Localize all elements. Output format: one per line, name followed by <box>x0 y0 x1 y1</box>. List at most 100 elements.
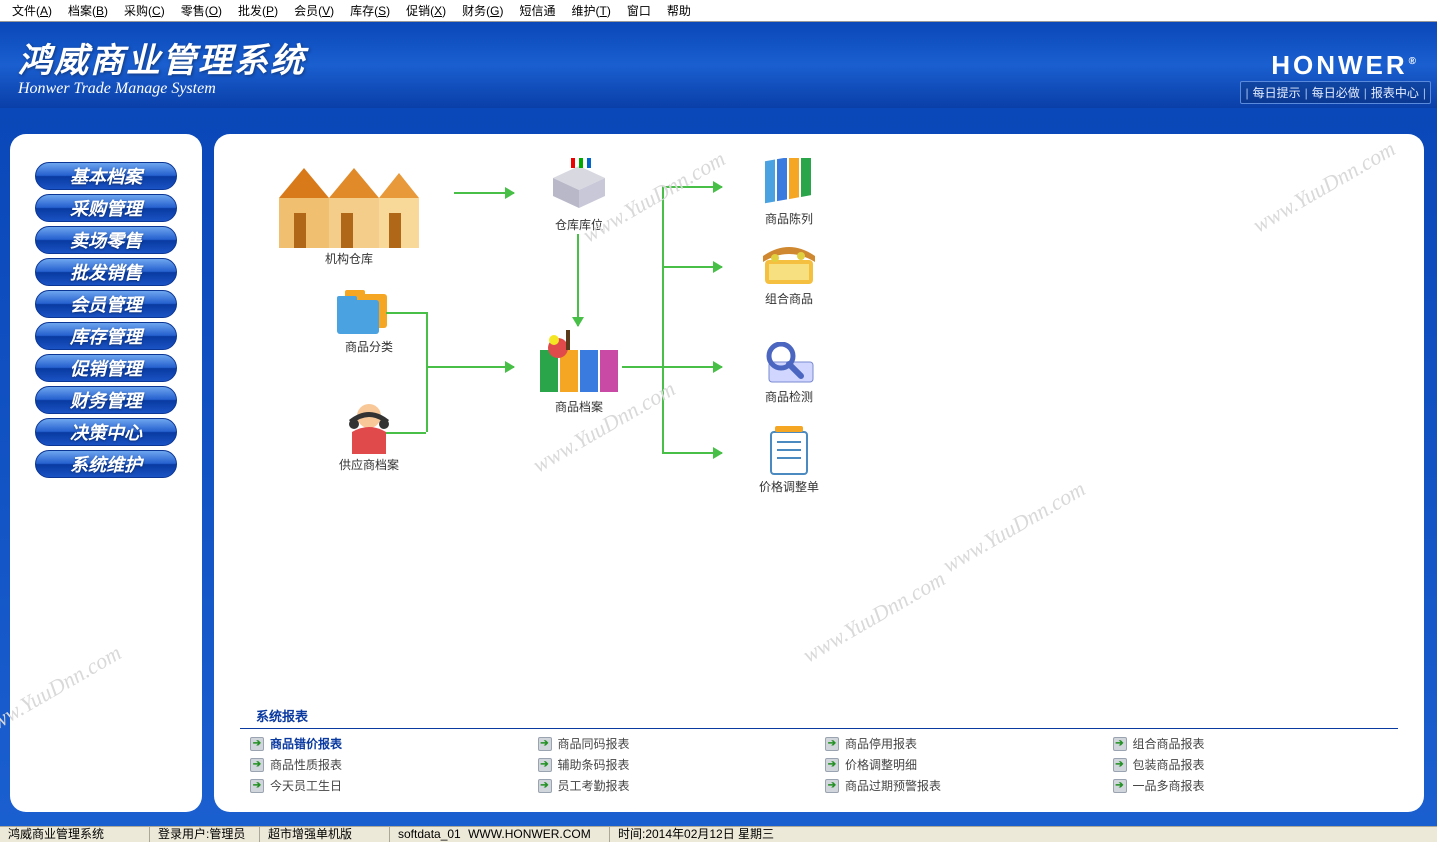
header-link-1[interactable]: 每日必做 <box>1308 82 1364 103</box>
report-item-10[interactable]: ➔商品过期预警报表 <box>825 777 1101 794</box>
arrow-icon: ➔ <box>538 779 552 793</box>
report-item-7[interactable]: ➔ 包装商品报表 <box>1113 756 1389 773</box>
sidebar-btn-6[interactable]: 促销管理 <box>35 354 177 382</box>
node-label: 商品检测 <box>765 388 813 405</box>
node-stockpos[interactable]: 仓库库位 <box>524 158 634 233</box>
arrow-icon: ➔ <box>250 758 264 772</box>
warehouse-icon <box>279 158 419 248</box>
node-category[interactable]: 商品分类 <box>314 286 424 355</box>
sidebar-btn-2[interactable]: 卖场零售 <box>35 226 177 254</box>
connector-line <box>386 432 426 434</box>
node-label: 组合商品 <box>765 290 813 307</box>
node-label: 商品档案 <box>555 398 603 415</box>
inspect-icon <box>761 342 817 386</box>
arrow-icon <box>662 452 722 454</box>
menu-档案[interactable]: 档案(B) <box>60 0 116 21</box>
menu-促销[interactable]: 促销(X) <box>398 0 454 21</box>
header-link-0[interactable]: 每日提示 <box>1249 82 1305 103</box>
status-site: WWW.HONWER.COM <box>468 827 591 841</box>
content-panel: 机构仓库 仓库库位商品分类商品档案 供应商档案 商品陈列组合商品商品检测价格调整单 系… <box>214 134 1424 812</box>
report-item-8[interactable]: ➔今天员工生日 <box>250 777 526 794</box>
report-item-5[interactable]: ➔辅助条码报表 <box>538 756 814 773</box>
report-label: 辅助条码报表 <box>558 756 630 773</box>
connector-line <box>386 312 426 314</box>
sidebar-btn-8[interactable]: 决策中心 <box>35 418 177 446</box>
menu-零售[interactable]: 零售(O) <box>173 0 230 21</box>
report-item-0[interactable]: ➔商品错价报表 <box>250 735 526 752</box>
report-label: 商品过期预警报表 <box>845 777 941 794</box>
menu-短信通[interactable]: 短信通 <box>511 0 563 21</box>
menu-库存[interactable]: 库存(S) <box>342 0 398 21</box>
status-time: 时间:2014年02月12日 星期三 <box>610 827 1437 842</box>
report-item-11[interactable]: ➔一品多商报表 <box>1113 777 1389 794</box>
separator: | <box>1423 86 1426 100</box>
menu-批发[interactable]: 批发(P) <box>230 0 286 21</box>
arrow-icon: ➔ <box>1113 758 1127 772</box>
report-label: 商品停用报表 <box>845 735 917 752</box>
node-supplier[interactable]: 供应商档案 <box>314 402 424 473</box>
brand-logo: HONWER® <box>1271 50 1419 80</box>
arrow-icon <box>454 192 514 194</box>
sidebar-btn-0[interactable]: 基本档案 <box>35 162 177 190</box>
menu-采购[interactable]: 采购(C) <box>116 0 173 21</box>
sidebar-btn-5[interactable]: 库存管理 <box>35 322 177 350</box>
sidebar-btn-1[interactable]: 采购管理 <box>35 194 177 222</box>
app-title-en: Honwer Trade Manage System <box>18 80 306 98</box>
node-warehouse[interactable]: 机构仓库 <box>294 158 404 267</box>
header-quicklinks: | 每日提示 | 每日必做 | 报表中心 | <box>1240 81 1431 104</box>
header-logo-block: HONWER® <box>1271 50 1419 81</box>
sidebar-btn-7[interactable]: 财务管理 <box>35 386 177 414</box>
app-title-cn: 鸿威商业管理系统 <box>18 33 306 82</box>
connector-line <box>662 186 664 452</box>
supplier-icon <box>344 402 394 454</box>
report-item-4[interactable]: ➔商品性质报表 <box>250 756 526 773</box>
priceadj-icon <box>765 426 813 476</box>
report-item-9[interactable]: ➔ 员工考勤报表 <box>538 777 814 794</box>
node-combo[interactable]: 组合商品 <box>734 242 844 307</box>
report-label: 包装商品报表 <box>1133 756 1205 773</box>
reports-grid: ➔商品错价报表➔商品同码报表➔商品停用报表➔组合商品报表➔商品性质报表➔辅助条码… <box>240 728 1398 798</box>
sidebar-panel: 基本档案采购管理卖场零售批发销售会员管理库存管理促销管理财务管理决策中心系统维护 <box>10 134 202 812</box>
arrow-icon <box>662 186 722 188</box>
report-label: 今天员工生日 <box>270 777 342 794</box>
menu-财务[interactable]: 财务(G) <box>454 0 511 21</box>
stockpos-icon <box>543 158 615 214</box>
arrow-icon <box>662 366 722 368</box>
sidebar-buttons: 基本档案采购管理卖场零售批发销售会员管理库存管理促销管理财务管理决策中心系统维护 <box>10 134 202 478</box>
connector-line <box>426 312 428 432</box>
report-item-2[interactable]: ➔商品停用报表 <box>825 735 1101 752</box>
menu-文件[interactable]: 文件(A) <box>4 0 60 21</box>
arrow-icon: ➔ <box>1113 737 1127 751</box>
sidebar-btn-9[interactable]: 系统维护 <box>35 450 177 478</box>
node-priceadj[interactable]: 价格调整单 <box>734 426 844 495</box>
report-item-1[interactable]: ➔商品同码报表 <box>538 735 814 752</box>
status-edition: 超市增强单机版 <box>260 827 390 842</box>
sidebar-btn-4[interactable]: 会员管理 <box>35 290 177 318</box>
report-label: 组合商品报表 <box>1133 735 1205 752</box>
report-item-6[interactable]: ➔价格调整明细 <box>825 756 1101 773</box>
menu-维护[interactable]: 维护(T) <box>563 0 618 21</box>
header-link-2[interactable]: 报表中心 <box>1367 82 1423 103</box>
display-icon <box>761 158 817 208</box>
node-label: 机构仓库 <box>325 250 373 267</box>
arrow-icon: ➔ <box>538 737 552 751</box>
category-icon <box>337 286 401 336</box>
sidebar-btn-3[interactable]: 批发销售 <box>35 258 177 286</box>
node-inspect[interactable]: 商品检测 <box>734 342 844 405</box>
header-title-block: 鸿威商业管理系统 Honwer Trade Manage System <box>18 33 306 98</box>
statusbar: 鸿威商业管理系统 登录用户:管理员 超市增强单机版 softdata_01 WW… <box>0 826 1437 842</box>
connector-line <box>622 366 662 368</box>
menu-会员[interactable]: 会员(V) <box>286 0 342 21</box>
brand-logo-text: HONWER <box>1271 50 1407 80</box>
menu-帮助[interactable]: 帮助 <box>659 0 699 21</box>
reports-title: 系统报表 <box>240 703 1398 728</box>
menu-窗口[interactable]: 窗口 <box>619 0 659 21</box>
node-label: 价格调整单 <box>759 478 819 495</box>
node-label: 商品陈列 <box>765 210 813 227</box>
status-db-site: softdata_01 WWW.HONWER.COM <box>390 827 610 842</box>
main-area: 基本档案采购管理卖场零售批发销售会员管理库存管理促销管理财务管理决策中心系统维护… <box>0 108 1437 826</box>
report-label: 员工考勤报表 <box>558 777 630 794</box>
report-item-3[interactable]: ➔ 组合商品报表 <box>1113 735 1389 752</box>
node-display[interactable]: 商品陈列 <box>734 158 844 227</box>
node-product[interactable]: 商品档案 <box>524 330 634 415</box>
